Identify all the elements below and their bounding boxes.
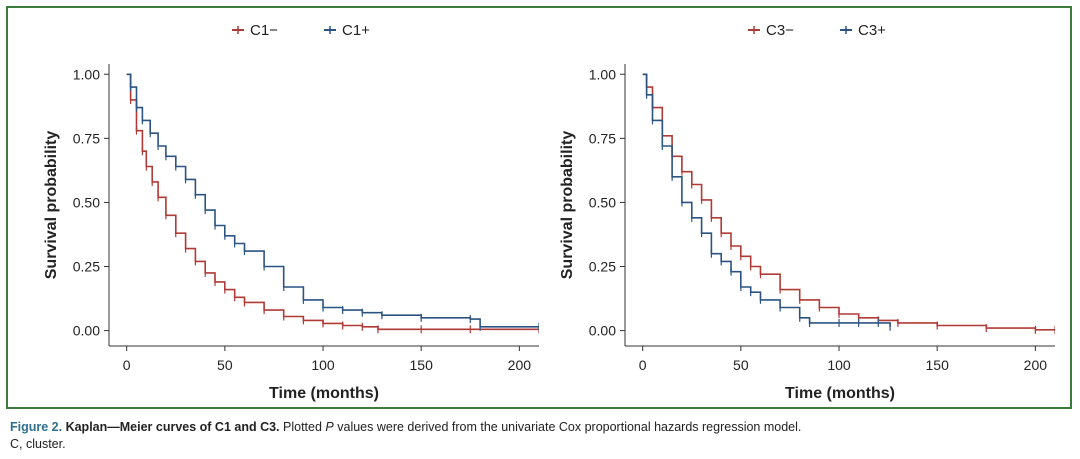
legend-label-2: C3+ (858, 22, 886, 39)
caption-text-1: Plotted (283, 420, 322, 434)
y-tick-label: 0.00 (73, 323, 100, 339)
x-tick-label: 50 (217, 357, 233, 373)
x-tick-label: 100 (827, 357, 851, 373)
y-tick-label: 1.00 (589, 66, 616, 82)
x-tick-label: 100 (311, 357, 335, 373)
x-axis-title: Time (months) (269, 385, 379, 402)
y-axis-title: Survival probability (559, 131, 576, 280)
x-tick-label: 150 (926, 357, 950, 373)
figure-frame: 0.00 0.25 0.50 0.75 1.00 0 50 100 150 200 Time (mo… (6, 6, 1072, 409)
legend-label-1: C3− (766, 22, 794, 39)
y-tick-label: 0.25 (589, 259, 616, 275)
caption-line-1: Figure 2. Kaplan—Meier curves of C1 and … (10, 419, 1070, 436)
caption-label: Figure 2. (10, 420, 63, 434)
y-tick-label: 0.50 (589, 194, 616, 210)
legend-label-2: C1+ (342, 22, 370, 39)
x-axis-title: Time (months) (785, 385, 895, 402)
x-tick-label: 150 (410, 357, 434, 373)
km-chart-c3: 0.00 0.25 0.50 0.75 1.00 0 50 100 150 200 Time (mo… (559, 22, 1055, 402)
caption-line-2: C, cluster. (10, 437, 66, 451)
x-tick-label: 50 (733, 357, 749, 373)
series-line-2 (126, 73, 539, 328)
y-axis-title: Survival probability (43, 131, 60, 280)
series-line-1 (642, 73, 1055, 331)
y-tick-label: 0.75 (589, 130, 616, 146)
x-tick-label: 0 (639, 357, 647, 373)
km-chart-c1: 0.00 0.25 0.50 0.75 1.00 0 50 100 150 200 Time (mo… (43, 22, 539, 402)
y-tick-label: 0.00 (589, 323, 616, 339)
caption-text-2: values were derived from the univariate … (337, 420, 802, 434)
y-tick-label: 0.75 (73, 130, 100, 146)
x-tick-label: 200 (1024, 357, 1048, 373)
legend-label-1: C1− (250, 22, 278, 39)
x-tick-label: 0 (123, 357, 131, 373)
series-line-1 (126, 73, 539, 331)
y-tick-label: 1.00 (73, 66, 100, 82)
y-tick-label: 0.25 (73, 259, 100, 275)
figure-caption: Figure 2. Kaplan—Meier curves of C1 and … (10, 419, 1070, 453)
y-tick-label: 0.50 (73, 194, 100, 210)
x-tick-label: 200 (508, 357, 532, 373)
caption-title: Kaplan—Meier curves of C1 and C3. (65, 420, 280, 434)
series-line-2 (642, 73, 891, 327)
caption-p: P (325, 420, 334, 434)
